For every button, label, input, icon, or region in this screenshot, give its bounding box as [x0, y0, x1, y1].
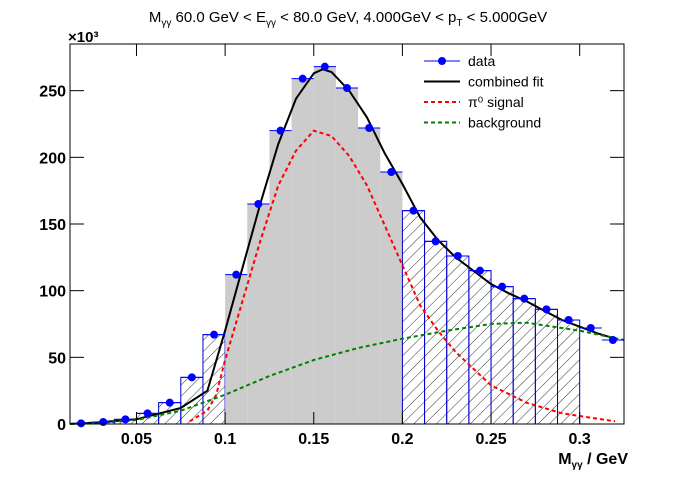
- data-point: [232, 270, 241, 279]
- subscript: γγ: [266, 18, 276, 29]
- y-tick-label: 150: [39, 217, 66, 234]
- data-point: [343, 84, 351, 92]
- x-tick-label: 0.1: [214, 431, 236, 448]
- signal-bin: [247, 204, 270, 424]
- signal-bin: [380, 172, 403, 424]
- subscript: T: [456, 18, 462, 29]
- y-tick-label: 0: [57, 417, 66, 434]
- y-tick-label: 100: [39, 284, 66, 301]
- text-part: < 80.0 GeV, 4.000GeV < p: [276, 9, 456, 26]
- x-tick-label: 0.25: [475, 431, 506, 448]
- frame: [69, 43, 625, 425]
- x-tick-label: 0.3: [569, 431, 591, 448]
- text-part: M: [558, 451, 571, 468]
- text-part: 60.0 GeV < E: [171, 9, 266, 26]
- data-point: [475, 266, 484, 275]
- fit-curve: [189, 129, 616, 423]
- signal-bin: [291, 78, 314, 425]
- subscript: γγ: [161, 18, 171, 29]
- data-point: [409, 206, 418, 215]
- y-multiplier: ×10³: [68, 29, 98, 46]
- fit-curve: [69, 68, 616, 425]
- sideband-bin: [202, 334, 226, 425]
- chart-title: Mγγ 60.0 GeV < Eγγ < 80.0 GeV, 4.000GeV …: [149, 9, 547, 29]
- sideband-bin: [490, 286, 514, 425]
- y-tick-label: 200: [39, 150, 66, 167]
- text-part: < 5.000GeV: [463, 9, 548, 26]
- x-tick-label: 0.15: [298, 431, 329, 448]
- data-point: [210, 330, 219, 339]
- data-point: [542, 305, 551, 314]
- sideband-bin: [557, 319, 581, 425]
- data-point: [431, 237, 440, 246]
- signal-bin: [269, 130, 292, 424]
- x-axis-title: Mγγ / GeV: [558, 451, 628, 471]
- data-point: [254, 200, 263, 208]
- fit-curve: [69, 321, 625, 425]
- legend-label: π⁰ signal: [468, 94, 524, 110]
- data-point: [320, 62, 329, 71]
- signal-bin: [313, 66, 336, 425]
- sideband-bin: [446, 255, 470, 425]
- legend-label: background: [468, 115, 541, 131]
- legend-marker: [438, 57, 446, 65]
- sideband-bin: [401, 210, 426, 425]
- legend-label: combined fit: [468, 74, 544, 90]
- subscript: γγ: [572, 460, 584, 471]
- y-tick-label: 50: [48, 350, 66, 367]
- signal-bin: [358, 128, 381, 424]
- data-point: [99, 418, 108, 426]
- x-tick-label: 0.05: [121, 431, 152, 448]
- data-point: [498, 282, 507, 291]
- data-point: [276, 126, 285, 135]
- data-point: [187, 373, 196, 382]
- y-tick-label: 250: [39, 84, 66, 101]
- data-point: [453, 252, 462, 260]
- data-point: [387, 168, 396, 176]
- sideband-bin: [468, 270, 492, 425]
- data-point: [143, 409, 152, 418]
- data-point: [586, 324, 595, 332]
- data-point: [77, 419, 86, 428]
- data-point: [298, 74, 307, 83]
- data-point: [608, 336, 617, 344]
- data-point: [165, 398, 174, 407]
- text-part: / GeV: [583, 451, 629, 468]
- signal-bin: [335, 88, 359, 424]
- data-point: [564, 316, 573, 324]
- text-part: M: [149, 9, 162, 26]
- data-point: [121, 415, 130, 424]
- data-point: [365, 124, 374, 132]
- x-tick-label: 0.2: [391, 431, 413, 448]
- legend-label: data: [468, 53, 495, 69]
- data-point: [520, 294, 529, 303]
- plot-area: 0.05 0.1 0.15 0.2 0.25 0.3 0 50 100 150 200 250 data…: [39, 43, 625, 448]
